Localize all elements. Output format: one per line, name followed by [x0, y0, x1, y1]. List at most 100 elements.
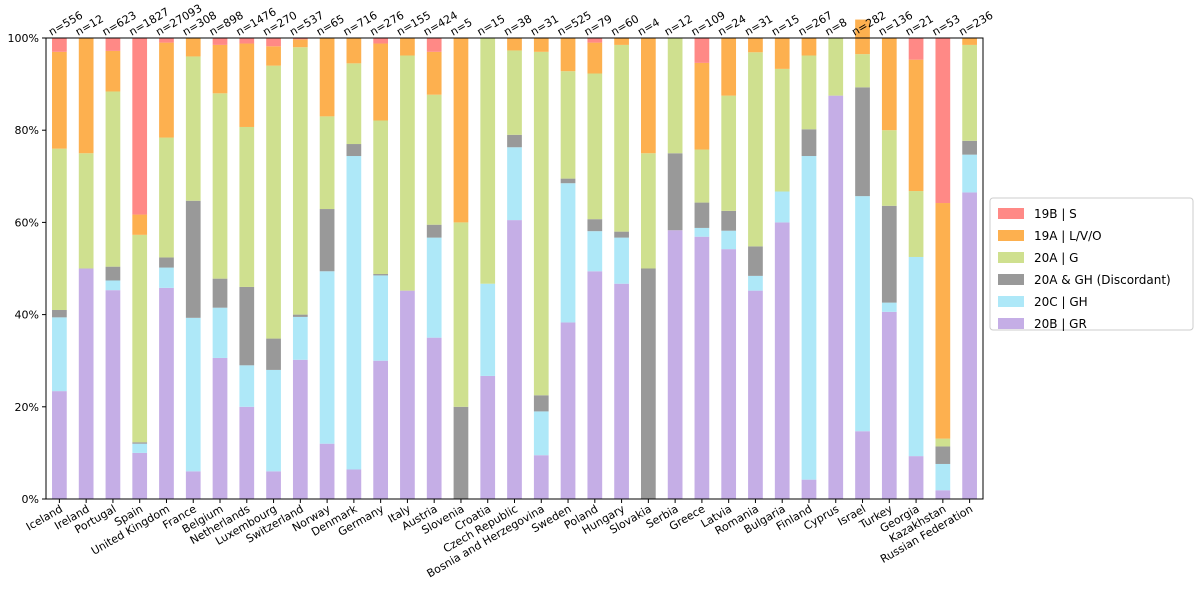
bar-segment [292, 38, 308, 40]
bar-segment [855, 87, 870, 197]
bar-segment [694, 236, 710, 500]
n-label: n=12 [662, 12, 695, 38]
bar-segment [640, 268, 656, 499]
bar-segment [587, 219, 603, 232]
bar-segment [908, 38, 924, 60]
y-axis: 0% 20% 40% 60% 80% 100% [8, 32, 46, 506]
bar-segment [453, 406, 469, 499]
bar-segment [185, 200, 201, 318]
bar-segment [346, 469, 362, 499]
n-label: n=38 [502, 12, 535, 38]
bar-segment [239, 406, 255, 499]
n-label: n=236 [957, 9, 996, 39]
bar-segment [212, 38, 228, 45]
legend-swatch [998, 208, 1024, 219]
bar-segment [239, 126, 255, 287]
n-label: n=15 [475, 12, 508, 38]
legend-swatch [998, 252, 1024, 263]
bar-segment [400, 290, 415, 499]
bar-segment [774, 222, 790, 499]
bar-segment [159, 287, 174, 499]
legend-label: 20C | GH [1034, 295, 1088, 309]
bar-segment [266, 38, 281, 47]
bar-segment [560, 178, 576, 184]
bar-segment [52, 51, 67, 149]
legend-label: 20A & GH (Discordant) [1034, 273, 1171, 287]
bar-segment [560, 183, 576, 323]
bar-segment [346, 63, 362, 145]
bar-segment [801, 129, 817, 157]
bar-segment [748, 52, 763, 247]
n-labels: n=556n=12n=623n=1827n=27093n=308n=898n=1… [46, 2, 995, 39]
bar-segment [292, 314, 308, 317]
bar-segment [962, 140, 977, 155]
bar-segment [507, 147, 522, 221]
bar-segment [694, 202, 710, 228]
bar-segment [132, 442, 148, 444]
bar-segment [560, 322, 576, 499]
bar-segment [935, 203, 951, 439]
bar-segment [560, 38, 576, 72]
bar-segment [614, 283, 629, 499]
bar-segment [426, 51, 442, 95]
bar-segment [533, 395, 549, 412]
bar-segment [533, 455, 549, 499]
bar-segment [52, 38, 67, 52]
bar-segment [185, 317, 201, 472]
legend-swatch [998, 274, 1024, 285]
y-tick-label: 80% [15, 124, 39, 137]
bar-segment [78, 268, 94, 499]
bar-segment [212, 307, 228, 358]
bar-segment [105, 266, 121, 281]
bar-segment [962, 38, 977, 45]
bar-segment [426, 94, 442, 225]
y-tick-label: 0% [22, 493, 39, 506]
bar-segment [52, 309, 67, 318]
bar-segment [908, 59, 924, 192]
bar-segment [52, 148, 67, 310]
bar-segment [774, 68, 790, 192]
bar-segment [132, 452, 148, 499]
bar-segment [614, 44, 629, 232]
bar-segment [159, 38, 174, 43]
bar-segment [373, 360, 389, 499]
bar-segment [667, 38, 683, 154]
bar-segment [52, 317, 67, 392]
bar-segment [721, 38, 737, 96]
bar-segment [346, 38, 362, 64]
bar-segment [962, 154, 977, 193]
bar-segment [855, 431, 870, 499]
bar-segment [319, 443, 335, 499]
bar-segment [319, 271, 335, 444]
legend-swatch [998, 296, 1024, 307]
bar-segment [908, 456, 924, 499]
bar-segment [78, 153, 94, 269]
bar-segment [78, 38, 94, 154]
bar-segment [614, 38, 629, 45]
bar-segment [159, 137, 174, 258]
bar-segment [962, 192, 977, 499]
bar-segment [159, 42, 174, 138]
bar-segment [748, 38, 763, 53]
bar-segment [239, 38, 255, 44]
bar-segment [292, 39, 308, 48]
bar-segment [346, 156, 362, 470]
bar-segment [453, 222, 469, 407]
y-tick-label: 20% [15, 401, 39, 414]
bar-segment [319, 38, 335, 117]
bar-segment [319, 116, 335, 210]
bar-segment [212, 278, 228, 308]
bar-segment [507, 134, 522, 148]
bar-segment [881, 311, 897, 499]
bar-segment [801, 38, 817, 56]
bar-segment [507, 50, 522, 135]
bar-segment [667, 230, 683, 499]
bar-segment [721, 249, 737, 499]
bar-segment [962, 44, 977, 141]
bar-segment [373, 43, 389, 121]
bar-segment [426, 38, 442, 52]
bar-segment [614, 231, 629, 238]
bar-segment [266, 65, 281, 339]
bar-segment [480, 375, 496, 499]
